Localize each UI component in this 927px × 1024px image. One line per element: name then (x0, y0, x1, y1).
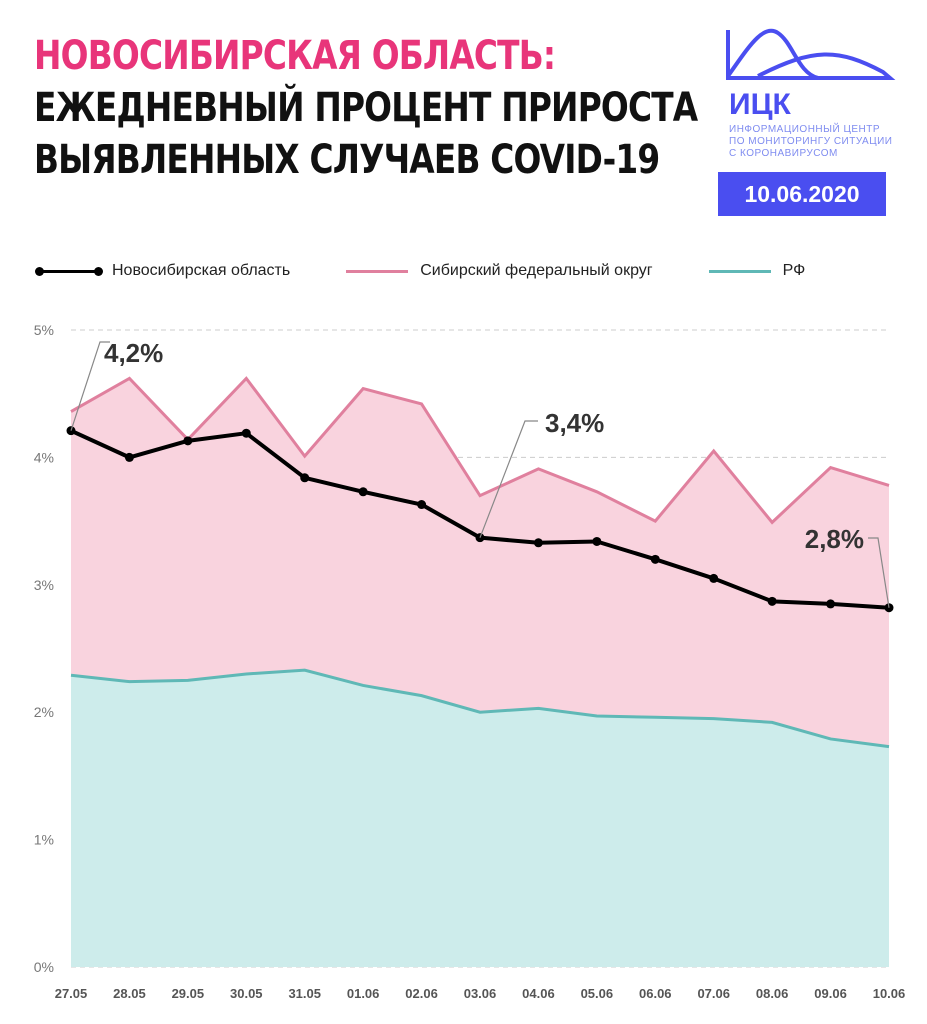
legend-label: РФ (782, 262, 806, 279)
legend-item-sfo: Сибирский федеральный округ (346, 262, 653, 280)
logo-name: ИЦК (729, 88, 791, 121)
logo-icon (726, 28, 896, 80)
legend-label: Новосибирская область (112, 262, 291, 279)
y-tick-label: 3% (34, 577, 54, 593)
legend: Новосибирская область Сибирский федераль… (35, 262, 861, 280)
x-tick-label: 07.06 (697, 986, 730, 1001)
legend-swatch-sfo (346, 269, 409, 273)
nso-point (475, 533, 485, 543)
x-tick-label: 05.06 (581, 986, 614, 1001)
rf-area (71, 670, 889, 967)
legend-swatch-rf (708, 269, 771, 273)
title-line-3: ВЫЯВЛЕННЫХ СЛУЧАЕВ COVID-19 (34, 137, 660, 183)
nso-point (66, 426, 76, 436)
annotation-leader (868, 537, 890, 608)
legend-swatch-nso (35, 266, 103, 276)
annotation-leader (479, 420, 538, 538)
rf-line (70, 668, 890, 749)
nso-point (826, 599, 836, 609)
nso-point (417, 500, 427, 510)
nso-point (884, 603, 894, 613)
x-tick-label: 04.06 (522, 986, 555, 1001)
nso-point (241, 428, 251, 438)
nso-point (592, 536, 602, 546)
y-tick-label: 5% (34, 322, 54, 338)
annotation-label: 4,2% (104, 338, 163, 368)
logo-sub-2: ПО МОНИТОРИНГУ СИТУАЦИИ (729, 136, 893, 147)
logo-sub-3: С КОРОНАВИРУСОМ (729, 148, 838, 159)
x-tick-label: 06.06 (639, 986, 672, 1001)
nso-point (124, 452, 134, 462)
x-tick-label: 08.06 (756, 986, 789, 1001)
nso-point (709, 573, 719, 583)
annotation-label: 3,4% (545, 408, 604, 438)
legend-label: Сибирский федеральный округ (420, 262, 653, 279)
nso-point (533, 538, 543, 548)
legend-item-nso: Новосибирская область (35, 262, 291, 280)
x-tick-label: 31.05 (288, 986, 321, 1001)
nso-point (358, 487, 368, 497)
legend-item-rf: РФ (708, 262, 806, 280)
x-tick-label: 01.06 (347, 986, 380, 1001)
x-tick-label: 27.05 (55, 986, 88, 1001)
x-tick-label: 03.06 (464, 986, 497, 1001)
y-tick-label: 2% (34, 704, 54, 720)
sfo-line (70, 376, 890, 525)
annotation-leader (70, 341, 110, 431)
logo-subtitle: ИНФОРМАЦИОННЫЙ ЦЕНТР ПО МОНИТОРИНГУ СИТУ… (729, 124, 892, 160)
x-tick-label: 09.06 (814, 986, 847, 1001)
x-tick-label: 30.05 (230, 986, 263, 1001)
x-tick-label: 10.06 (873, 986, 906, 1001)
title-line-1: НОВОСИБИРСКАЯ ОБЛАСТЬ: (34, 33, 556, 79)
y-tick-label: 1% (34, 832, 54, 848)
nso-point (650, 554, 660, 564)
nso-point (300, 473, 310, 483)
y-tick-label: 0% (34, 959, 54, 975)
title-line-2: ЕЖЕДНЕВНЫЙ ПРОЦЕНТ ПРИРОСТА (34, 85, 698, 131)
x-tick-label: 28.05 (113, 986, 146, 1001)
date-badge: 10.06.2020 (718, 172, 886, 216)
sfo-area (71, 378, 889, 967)
chart-title: НОВОСИБИРСКАЯ ОБЛАСТЬ: ЕЖЕДНЕВНЫЙ ПРОЦЕН… (34, 30, 698, 186)
nso-line (70, 428, 890, 610)
x-tick-label: 02.06 (405, 986, 438, 1001)
nso-point (767, 596, 777, 606)
nso-point (183, 436, 193, 446)
y-tick-label: 4% (34, 449, 54, 465)
annotation-label: 2,8% (805, 524, 864, 554)
logo-sub-1: ИНФОРМАЦИОННЫЙ ЦЕНТР (729, 124, 881, 135)
x-tick-label: 29.05 (172, 986, 205, 1001)
